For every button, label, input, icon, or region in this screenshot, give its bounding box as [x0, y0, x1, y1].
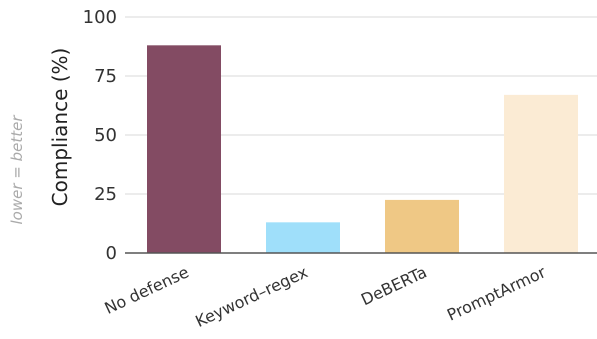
bar-keyword-regex [266, 222, 340, 253]
y-axis-title: Compliance (%) [48, 48, 72, 207]
bar-promptarmor [504, 94, 578, 253]
x-tick-label-promptarmor: PromptArmor [444, 262, 549, 324]
lower-is-better-note: lower = better [8, 115, 26, 225]
y-tick-label-0: 0 [106, 243, 117, 264]
bar-deberta [385, 199, 459, 253]
bars [147, 45, 578, 253]
x-tick-label-no-defense: No defense [102, 262, 192, 318]
y-tick-label-50: 50 [94, 125, 117, 146]
x-tick-label-deberta: DeBERTa [358, 262, 430, 309]
y-tick-label-75: 75 [94, 66, 117, 87]
y-tick-labels: 0 25 50 75 100 [83, 7, 117, 264]
x-tick-label-keyword-regex: Keyword–regex [192, 262, 310, 331]
y-tick-label-100: 100 [83, 7, 117, 28]
bar-no-defense [147, 45, 221, 253]
x-tick-labels: No defense Keyword–regex DeBERTa PromptArmo… [102, 262, 550, 331]
y-tick-label-25: 25 [94, 184, 117, 205]
